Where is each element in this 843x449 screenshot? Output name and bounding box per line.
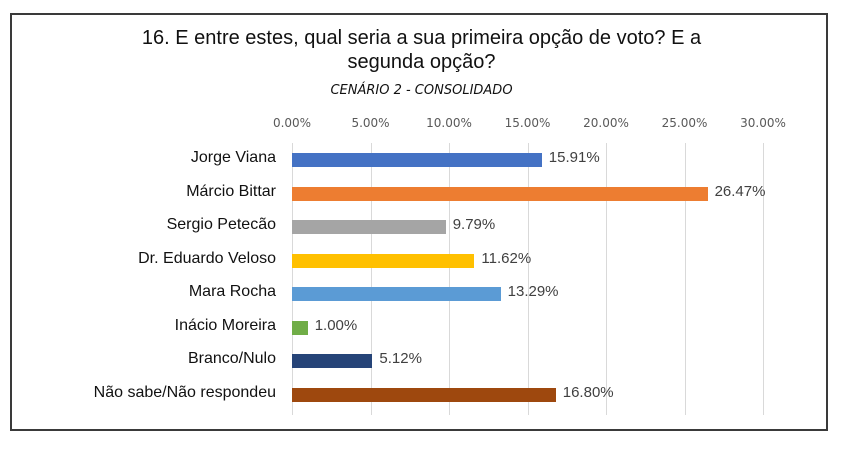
x-tick-label: 10.00% (426, 116, 472, 130)
bar (292, 153, 542, 167)
gridline (763, 143, 764, 415)
x-tick-label: 0.00% (272, 116, 312, 130)
value-label: 9.79% (452, 216, 496, 233)
value-label: 5.12% (379, 350, 422, 367)
gridline (527, 143, 529, 415)
bar-row: 15.91% (292, 143, 772, 176)
x-tick-label: 5.00% (351, 116, 390, 130)
chart-title-line-1: 16. E entre estes, qual seria a sua prim… (141, 27, 702, 49)
x-tick-label: 25.00% (661, 116, 708, 130)
bar (292, 387, 556, 402)
bar-row: 1.00% (292, 311, 772, 344)
category-label: Sergio Petecão (166, 216, 276, 233)
bar-row: 26.47% (292, 177, 772, 210)
x-tick-label: 15.00% (504, 116, 551, 130)
x-tick-label: 30.00% (740, 116, 786, 130)
x-axis-ticks: 0.00% 5.00% 10.00% 15.00% 20.00% 25.00% 30.00% (0, 116, 843, 134)
value-label: 1.00% (314, 316, 358, 334)
category-label: Jorge Viana (190, 149, 276, 166)
category-label: Mara Rocha (188, 283, 276, 300)
x-tick-label: 20.00% (583, 116, 629, 130)
chart-subtitle: CENÁRIO 2 - CONSOLIDADO (330, 83, 513, 98)
gridline (684, 143, 686, 415)
bar-row: 16.80% (292, 378, 772, 411)
category-label: Branco/Nulo (187, 350, 276, 367)
gridline (292, 143, 293, 415)
gridline (370, 143, 372, 415)
category-label: Inácio Moreira (174, 316, 276, 334)
bar-row: 11.62% (292, 244, 772, 277)
bar (292, 220, 446, 234)
chart-frame (10, 13, 828, 431)
gridline (606, 143, 607, 415)
gridline (449, 143, 450, 415)
category-label: Márcio Bittar (186, 182, 276, 200)
chart-title-line-2: segunda opção? (347, 51, 496, 73)
value-label: 15.91% (548, 149, 600, 166)
value-label: 11.62% (481, 249, 532, 267)
bar-row: 13.29% (292, 277, 772, 310)
bar (292, 354, 373, 368)
bar (292, 186, 708, 201)
bar (292, 320, 308, 335)
bar-row: 5.12% (292, 344, 772, 377)
bar-row: 9.79% (292, 210, 772, 243)
bar (292, 253, 475, 268)
plot-area: 15.91% 26.47% 9.79% 11.62% 13.29% 1.00% 5.12% 1… (292, 143, 772, 415)
bar (292, 287, 501, 301)
chart-title: 16. E entre estes, qual seria a sua prim… (0, 26, 843, 74)
value-label: 26.47% (714, 182, 766, 200)
value-label: 16.80% (562, 383, 614, 401)
value-label: 13.29% (507, 283, 559, 300)
category-label: Dr. Eduardo Veloso (138, 249, 276, 267)
category-label: Não sabe/Não respondeu (93, 383, 276, 401)
